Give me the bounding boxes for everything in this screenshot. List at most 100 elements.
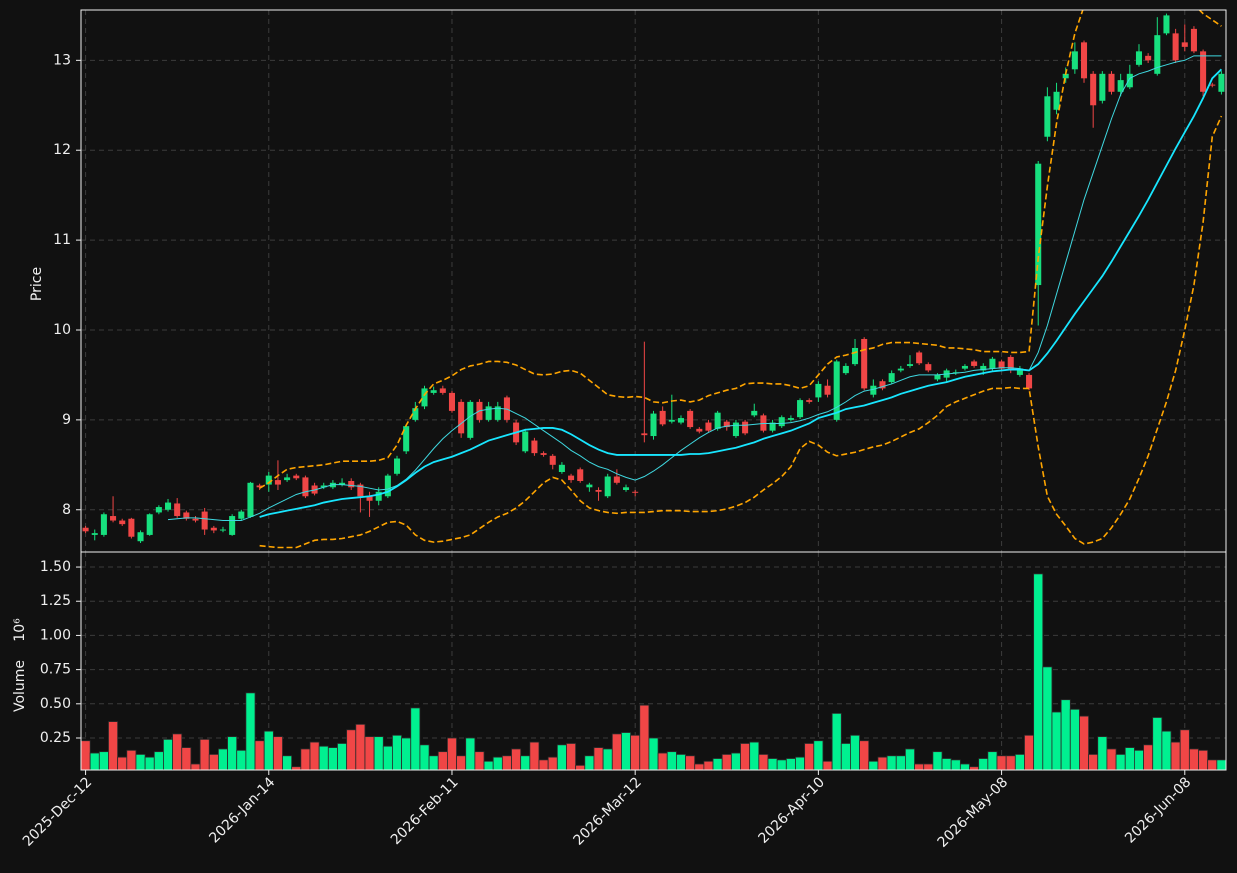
candle-body (833, 361, 840, 420)
candle-body (247, 482, 254, 517)
candle-body (219, 529, 227, 531)
volume-bar (1014, 754, 1025, 771)
candle-body (549, 455, 556, 465)
volume-bar (318, 745, 329, 771)
y-tick-label: 1.25 (40, 593, 71, 609)
candle-body (1053, 91, 1060, 110)
y-tick-label: 0.50 (40, 696, 71, 712)
y-tick-label: 10 (53, 322, 71, 338)
volume-bar (1042, 666, 1053, 771)
candle-body (302, 477, 309, 497)
volume-bar (410, 707, 421, 771)
volume-bar (364, 736, 375, 771)
volume-bar (959, 763, 970, 771)
volume-bar (1143, 744, 1154, 771)
candle-body (632, 491, 639, 493)
volume-bar (767, 758, 778, 771)
volume-bar (941, 758, 952, 771)
candle-body (293, 475, 300, 479)
volume-bar (428, 755, 439, 771)
volume-bar (831, 712, 842, 771)
candle-body (1172, 33, 1179, 61)
volume-bar (392, 734, 403, 771)
volume-bar (135, 754, 146, 771)
volume-bar (575, 764, 586, 771)
candle-body (705, 422, 712, 431)
candle-body (668, 419, 675, 422)
volume-bar (1115, 754, 1126, 771)
volume-bar (1024, 734, 1035, 771)
volume-bar (923, 763, 934, 771)
volume-bar (144, 756, 155, 771)
candle-body (1044, 96, 1051, 137)
candle-body (778, 417, 785, 427)
volume-bar (950, 759, 961, 771)
candle-body (842, 365, 849, 374)
candle-body (339, 482, 346, 485)
candle-body (659, 410, 666, 425)
candle-body (1090, 73, 1097, 106)
candle-body (284, 477, 291, 481)
candle-body (439, 388, 446, 393)
candle-body (577, 469, 584, 481)
volume-bar (108, 721, 119, 771)
candle-body (980, 365, 987, 371)
candle-body (485, 406, 492, 420)
candle-body (677, 418, 685, 423)
y-tick-label: 12 (53, 142, 71, 158)
volume-bar (776, 759, 787, 771)
volume-bar (666, 751, 677, 771)
volume-bar (181, 747, 192, 771)
candle-body (357, 484, 364, 497)
volume-bar (254, 740, 265, 771)
candle-body (595, 489, 602, 492)
volume-bar (446, 737, 457, 771)
volume-bar (1106, 748, 1117, 771)
candle-body (540, 453, 547, 455)
volume-bar (914, 763, 925, 771)
candle-body (412, 408, 419, 420)
volume-bar (1179, 729, 1190, 771)
candle-body (787, 418, 794, 420)
candle-body (998, 361, 1005, 369)
volume-bar (850, 734, 861, 771)
volume-frame (80, 551, 1227, 771)
volume-bar (547, 756, 558, 771)
volume-bar (511, 748, 522, 771)
volume-bar (1069, 708, 1080, 771)
volume-bar (163, 738, 174, 771)
volume-bar (373, 736, 384, 771)
volume-bar (227, 736, 238, 771)
candle-body (192, 518, 199, 521)
candle-body (851, 347, 859, 365)
volume-bar (621, 732, 632, 771)
volume-bar (694, 763, 705, 771)
volume-bar (465, 737, 476, 771)
candle-body (458, 401, 465, 434)
volume-bar (1124, 747, 1135, 771)
volume-bar (785, 758, 796, 771)
volume-bar (593, 747, 604, 771)
candle-body (687, 410, 694, 428)
y-tick-label: 1.00 (40, 627, 71, 643)
candle-body (861, 338, 868, 389)
candle-body (164, 502, 172, 510)
candle-body (265, 475, 272, 485)
volume-bar (1097, 736, 1108, 771)
volume-bar (1088, 754, 1099, 771)
candle-body (174, 503, 181, 517)
candle-body (558, 464, 565, 473)
candle-body (119, 520, 126, 525)
candle-body (1209, 84, 1216, 86)
volume-bar (1060, 699, 1071, 771)
volume-bar (1161, 730, 1172, 771)
candle-body (531, 440, 538, 454)
candle-body (348, 480, 355, 488)
volume-bar (337, 743, 348, 771)
volume-bar (263, 730, 274, 771)
candle-body (430, 390, 437, 393)
overlay-line (259, 68, 1223, 518)
candle-body (797, 400, 804, 418)
volume-bar (1188, 748, 1199, 771)
